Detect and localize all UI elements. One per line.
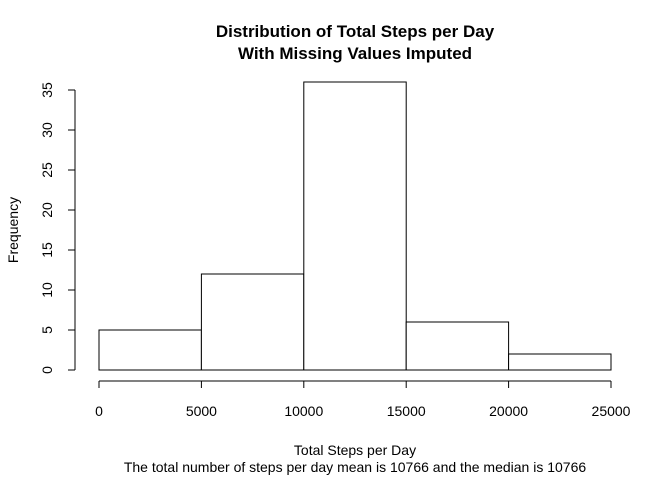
y-tick-label: 20 — [39, 202, 55, 218]
y-tick-label: 0 — [39, 366, 55, 374]
histogram-bar — [98, 329, 202, 371]
bars-group — [98, 81, 612, 371]
histogram-bar — [200, 273, 305, 371]
chart-title-line-2: With Missing Values Imputed — [238, 44, 472, 63]
y-tick-label: 15 — [39, 242, 55, 258]
y-tick-label: 25 — [39, 162, 55, 178]
x-tick-label: 10000 — [284, 403, 323, 419]
histogram-bar — [508, 353, 612, 371]
x-tick-label: 15000 — [387, 403, 426, 419]
chart-subtitle: The total number of steps per day mean i… — [124, 459, 587, 475]
y-tick-label: 10 — [39, 282, 55, 298]
x-tick-label: 25000 — [592, 403, 631, 419]
histogram-bar — [405, 321, 510, 371]
x-tick-label: 0 — [95, 403, 103, 419]
x-tick-label: 20000 — [489, 403, 528, 419]
x-axis-label: Total Steps per Day — [294, 442, 416, 458]
chart-title-line-1: Distribution of Total Steps per Day — [216, 22, 495, 41]
y-axis-label: Frequency — [5, 197, 21, 263]
y-tick-label: 5 — [39, 326, 55, 334]
y-tick-label: 35 — [39, 82, 55, 98]
histogram-bar — [303, 81, 407, 371]
x-axis: 0 5000 10000 15000 20000 25000 — [95, 380, 631, 419]
y-tick-label: 30 — [39, 122, 55, 138]
y-axis: 0 5 10 15 20 25 30 35 — [39, 82, 76, 374]
x-tick-label: 5000 — [186, 403, 217, 419]
